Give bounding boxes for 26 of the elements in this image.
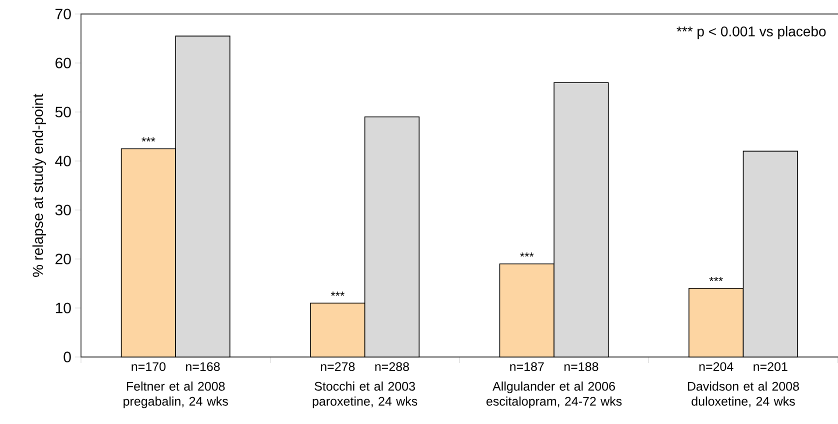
y-tick-label: 10 — [56, 302, 71, 314]
y-tick-label: 20 — [56, 254, 71, 264]
annotation: n=168 — [186, 362, 220, 372]
x-tick-label: Allgulander et al 2006 escitalopram, 24-72 wks — [486, 382, 622, 408]
annotation: n=204 — [699, 362, 734, 372]
y-tick-label: 70 — [56, 8, 71, 20]
annotation: n=187 — [510, 362, 544, 372]
annotation: n=170 — [132, 362, 166, 372]
y-tick-label: 60 — [56, 58, 71, 68]
annotation: n=188 — [564, 362, 598, 372]
annotation: n=288 — [375, 362, 409, 372]
annotation: *** — [142, 137, 156, 142]
y-tick-label: 30 — [55, 204, 71, 216]
annotation: *** — [330, 292, 344, 296]
y-axis-title: % relapse at study end-point — [32, 94, 46, 277]
annotation: *** p < 0.001 vs placebo — [676, 26, 826, 40]
annotation: n=201 — [754, 362, 788, 372]
annotation: *** — [520, 252, 534, 257]
annotation: *** — [709, 276, 723, 282]
x-tick-label: Stocchi et al 2003 paroxetine, 24 wks — [312, 382, 418, 408]
x-tick-label: Feltner et al 2008 pregabalin, 24 wks — [124, 382, 228, 408]
x-tick-label: Davidson et al 2008 duloxetine, 24 wks — [688, 382, 799, 408]
y-tick-label: 0 — [64, 352, 71, 362]
y-tick-label: 50 — [55, 106, 71, 118]
y-tick-label: 40 — [55, 156, 71, 166]
annotation: n=278 — [320, 362, 355, 372]
